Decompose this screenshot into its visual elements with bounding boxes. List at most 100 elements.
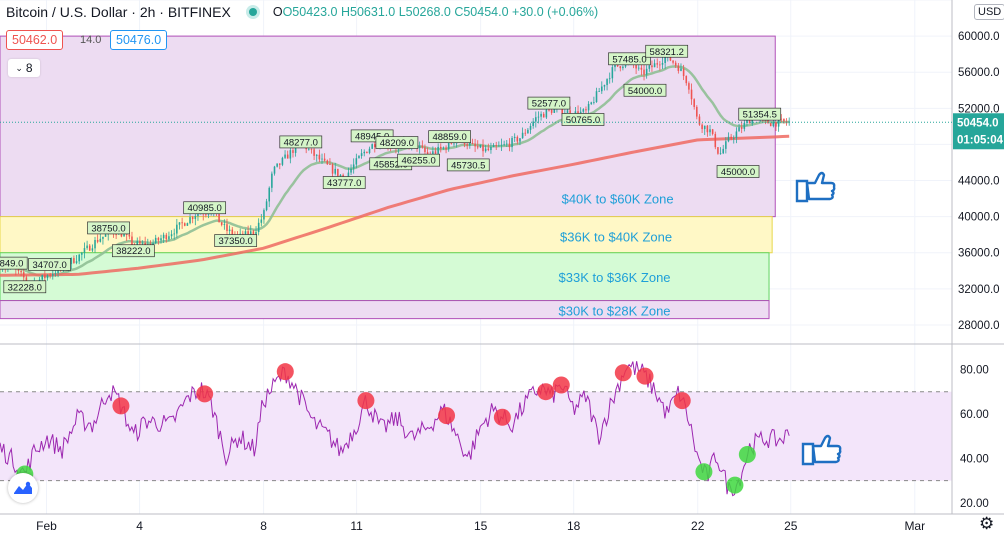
price-callout-label: 51354.5 — [743, 110, 777, 121]
candle — [207, 213, 210, 215]
candle — [157, 237, 160, 241]
candle — [17, 269, 20, 271]
tradingview-logo-icon[interactable] — [8, 473, 38, 503]
candle — [139, 241, 141, 244]
price-callout-box — [446, 158, 490, 172]
price-tick-label: 36000.0 — [958, 248, 1000, 260]
candle — [711, 129, 714, 134]
candle — [743, 122, 746, 129]
candle — [469, 143, 471, 146]
candle — [125, 234, 128, 235]
price-callout-label: 43777.0 — [327, 178, 361, 189]
time-tick-label: 11 — [350, 519, 363, 533]
candle — [350, 168, 352, 173]
candle — [653, 63, 656, 68]
price-callout-label: 34849.0 — [0, 259, 23, 270]
thumbs-up-icon — [801, 434, 842, 466]
candle — [696, 106, 698, 117]
price-callout-label: 45000.0 — [721, 167, 755, 178]
candle — [719, 153, 722, 155]
overbought-dot — [196, 385, 214, 403]
candle — [437, 146, 439, 154]
zone-label: $40K to $60K Zone — [562, 192, 674, 207]
candle — [690, 89, 693, 100]
candle — [73, 258, 75, 263]
price-callout-label: 58321.2 — [650, 47, 684, 58]
change-value: +30.0 (+0.06%) — [512, 5, 599, 19]
overbought-dot — [357, 392, 375, 410]
candle — [503, 144, 505, 146]
candle — [659, 64, 661, 66]
candle — [189, 217, 191, 224]
candle — [709, 129, 711, 133]
candle — [706, 125, 709, 133]
candle — [569, 110, 571, 116]
price-callout-label: 34707.0 — [32, 260, 66, 271]
candle — [611, 67, 614, 79]
price-callout-label: 48277.0 — [284, 137, 318, 148]
candle — [374, 144, 376, 148]
currency-selector[interactable]: USD — [974, 4, 1004, 20]
candle — [226, 224, 228, 232]
candle — [725, 141, 727, 149]
candle — [772, 122, 775, 127]
candle — [640, 67, 643, 70]
overbought-dot — [552, 376, 570, 394]
candle — [727, 136, 730, 142]
price-zones — [0, 35, 776, 320]
candle — [769, 123, 772, 127]
time-tick-label: Feb — [36, 519, 57, 533]
indicators-toggle[interactable]: ⌄ 8 — [8, 59, 40, 77]
candle — [614, 64, 616, 68]
candle — [735, 131, 738, 138]
candle — [231, 229, 234, 235]
zone-label: $36K to $40K Zone — [560, 229, 672, 244]
symbol-title[interactable]: Bitcoin / U.S. Dollar · 2h · BITFINEX — [6, 4, 231, 20]
overbought-dot — [276, 363, 294, 381]
candles[interactable] — [0, 49, 790, 291]
price-callout-label: 48945.0 — [355, 131, 389, 142]
candle — [595, 91, 598, 103]
candle — [424, 147, 426, 153]
candle — [318, 154, 321, 160]
countdown-label: 01:05:04 — [957, 134, 1004, 146]
chart-header: Bitcoin / U.S. Dollar · 2h · BITFINEX OO… — [6, 4, 598, 20]
price-callout-label: 38750.0 — [91, 223, 125, 234]
sell-price-button[interactable]: 50462.0 — [6, 30, 64, 50]
candle — [767, 118, 769, 124]
candle — [371, 144, 373, 149]
candle — [582, 109, 585, 112]
candle — [176, 224, 178, 234]
overbought-dot — [673, 392, 691, 410]
candle — [775, 122, 777, 127]
time-tick-label: 15 — [474, 519, 488, 533]
rsi-tick-label: 80.00 — [960, 364, 989, 376]
zone-rect — [0, 252, 770, 302]
candle — [358, 156, 360, 159]
candle — [682, 68, 685, 77]
candle — [476, 146, 479, 148]
candle — [154, 237, 157, 244]
time-tick-label: 4 — [136, 519, 143, 533]
candle — [355, 158, 358, 165]
candle — [542, 113, 545, 118]
candle — [783, 118, 785, 122]
gear-icon[interactable]: ⚙ — [979, 514, 995, 533]
price-callout-box — [87, 221, 130, 235]
candle — [516, 136, 519, 142]
price-callout-box — [716, 165, 760, 178]
rsi-tick-label: 60.00 — [960, 409, 989, 421]
candle — [524, 132, 527, 134]
price-callout-label: 45852.0 — [374, 159, 408, 170]
oversold-dot — [726, 476, 744, 494]
candle — [693, 99, 695, 107]
buy-price-button[interactable]: 50476.0 — [110, 30, 168, 50]
time-tick-label: 8 — [260, 519, 267, 533]
price-callout-label: 32228.0 — [8, 282, 42, 293]
candle — [352, 164, 355, 169]
price-callout-box — [428, 130, 471, 144]
price-tick-label: 44000.0 — [958, 176, 1000, 188]
candle — [194, 216, 197, 219]
candle — [313, 149, 315, 156]
candle — [160, 238, 162, 241]
